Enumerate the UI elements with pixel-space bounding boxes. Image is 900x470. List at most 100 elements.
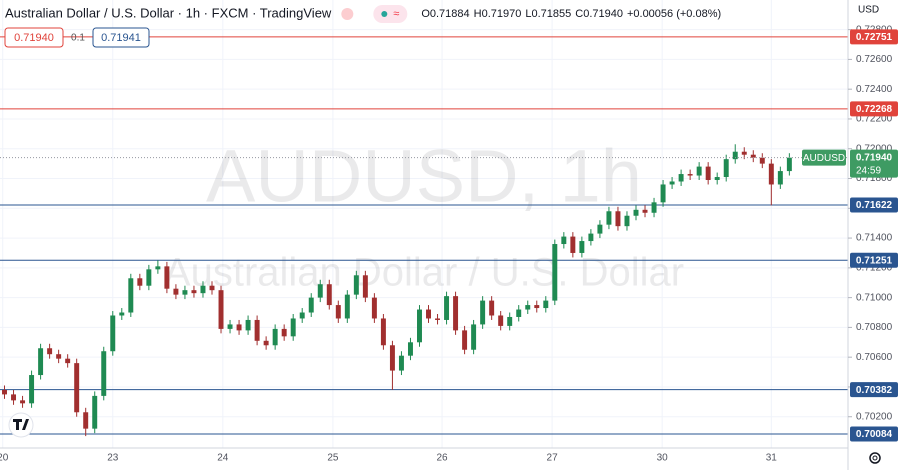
candle-body: [110, 315, 116, 352]
price-label: 0.72268: [856, 104, 893, 115]
price-label: 0.70382: [856, 385, 893, 396]
y-tick-label: 0.72600: [856, 54, 893, 65]
current-price-label: 0.71940: [856, 152, 893, 163]
price-label-bg: [850, 426, 898, 442]
status-wave: ≈: [393, 8, 399, 20]
candle-body: [209, 285, 215, 291]
candle-body: [272, 328, 278, 346]
price-label-bg: [850, 101, 898, 117]
candle-body: [741, 151, 747, 155]
candle-body: [92, 395, 98, 429]
candle-body: [200, 285, 206, 294]
candle-body: [624, 215, 630, 227]
candle-body: [660, 184, 666, 203]
candle-body: [128, 278, 134, 313]
gear-hub[interactable]: [872, 455, 878, 461]
price-label: 0.71251: [856, 255, 893, 266]
candle-body: [453, 296, 459, 331]
price-label: 0.70084: [856, 429, 893, 440]
logo-bg: [8, 412, 34, 438]
x-tick-label: 30: [657, 453, 669, 464]
candle-body: [38, 348, 44, 376]
x-tick-label: 23: [107, 453, 119, 464]
price-label: 0.71622: [856, 200, 893, 211]
candle-body: [299, 312, 305, 319]
candle-body: [471, 324, 477, 350]
x-tick-label: 24: [217, 453, 229, 464]
status-dot: [341, 8, 354, 20]
candle-body: [191, 290, 197, 294]
candle-body: [101, 351, 107, 396]
ohlc-value: 0.71940: [583, 8, 623, 20]
candle-body: [606, 211, 612, 225]
status-dot: [381, 11, 388, 17]
candle-body: [47, 348, 53, 355]
x-tick-label: 25: [327, 453, 339, 464]
y-tick-label: 0.70200: [856, 411, 893, 422]
candle-body: [489, 300, 495, 316]
change: +0.00056 (+0.08%): [627, 8, 721, 20]
candle-body: [56, 354, 62, 359]
candle-body: [534, 305, 540, 309]
candle-body: [444, 296, 450, 320]
price-label-bg: [850, 197, 898, 213]
candle-body: [615, 211, 621, 227]
candle-body: [525, 305, 531, 310]
candle-body: [182, 290, 188, 295]
candle-body: [398, 355, 404, 371]
candle-body: [462, 330, 468, 350]
symbol-label-bg: [802, 149, 846, 166]
candle-body: [119, 312, 125, 316]
tv-logo: [8, 412, 34, 438]
candle-body: [353, 275, 359, 295]
candle-body: [723, 159, 729, 178]
candle-body: [164, 266, 170, 289]
candle-body: [146, 269, 152, 286]
candle-body: [750, 154, 756, 158]
watermark: AUDUSD, 1h: [206, 135, 642, 218]
sell-button[interactable]: [4, 27, 64, 48]
grid: [0, 0, 848, 448]
candle-body: [777, 171, 783, 185]
gear[interactable]: [869, 452, 881, 464]
price-label-bg: [850, 382, 898, 398]
sell-price[interactable]: 0.71940: [14, 32, 54, 44]
candle-body: [263, 340, 269, 346]
spread: 0.1: [71, 33, 85, 44]
watermark-subtitle: Australian Dollar / U.S. Dollar: [164, 251, 684, 295]
candle-body: [543, 300, 549, 309]
ohlc-value: 0.71884: [430, 8, 470, 20]
buy-button[interactable]: [92, 27, 150, 48]
candle-body: [669, 181, 675, 185]
plot: AUDUSD: [0, 36, 848, 437]
candle-body: [732, 151, 738, 160]
candle-body: [516, 309, 522, 317]
ohlc-key: C: [575, 8, 583, 20]
candle-body: [29, 375, 35, 404]
candle-body: [2, 389, 7, 395]
symbol-title: Australian Dollar / U.S. Dollar · 1h · F…: [5, 5, 332, 20]
candle-body: [552, 244, 558, 301]
candle-body: [317, 284, 323, 298]
y-tick-label: 0.72400: [856, 84, 893, 95]
candle-body: [417, 309, 422, 343]
candle-body: [362, 275, 368, 298]
ohlc-value: 0.71855: [531, 8, 571, 20]
candle-body: [11, 394, 17, 401]
ohlc-key: L: [525, 8, 531, 20]
candle-body: [570, 236, 576, 253]
candle-body: [651, 202, 657, 213]
candle-body: [137, 278, 143, 286]
candle-body: [588, 233, 594, 242]
candle-body: [633, 209, 639, 216]
candle-body: [20, 400, 26, 404]
candle-body: [236, 324, 242, 331]
x-tick-label: 31: [766, 453, 778, 464]
candle-body: [480, 300, 486, 325]
buy-price[interactable]: 0.71941: [101, 32, 141, 44]
current-price-bg: [850, 149, 898, 178]
settings-icon[interactable]: [869, 452, 881, 464]
candle-body: [380, 318, 386, 346]
countdown: 24:59: [856, 165, 881, 176]
